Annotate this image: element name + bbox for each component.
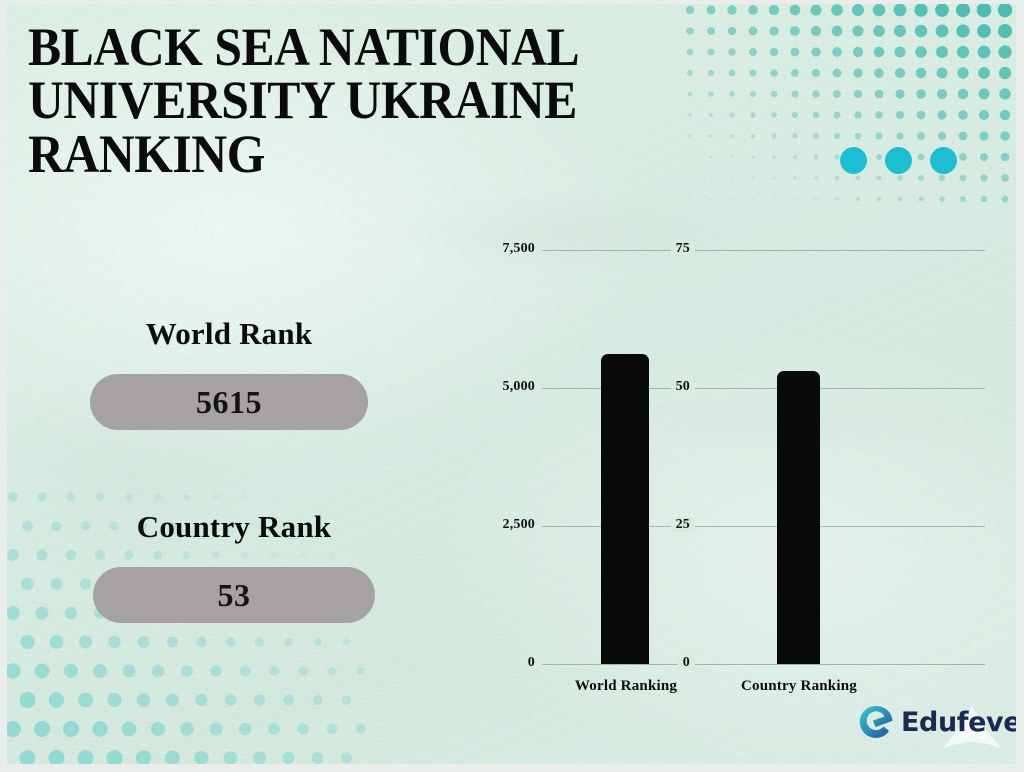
page-title: BLACK SEA NATIONAL UNIVERSITY UKRAINE RA… — [28, 17, 580, 184]
edufever-logo[interactable]: Edufever — [859, 704, 1016, 740]
chart-gridline — [542, 388, 985, 389]
country-rank-block: Country Rank 53 — [93, 509, 375, 623]
y-axis-tick-primary: 2,500 — [502, 517, 535, 532]
country-rank-label: Country Rank — [136, 509, 332, 544]
edufever-e-swirl-icon — [859, 705, 893, 738]
chart-category-label: World Ranking — [574, 678, 678, 694]
world-rank-block: World Rank 5615 — [90, 316, 368, 430]
world-rank-value-pill: 5615 — [90, 374, 368, 430]
edufever-logo-text: Edufever — [901, 706, 1016, 738]
chart-gridline — [542, 526, 985, 527]
chart-bar — [777, 371, 820, 664]
ranking-bar-chart: 0 0 2,500 25 5,000 50 7,500 75 World Ranking Coun… — [477, 232, 997, 702]
chart-bar — [601, 354, 649, 664]
accent-dot-1 — [840, 147, 867, 174]
chart-category-label: Country Ranking — [741, 678, 857, 694]
y-axis-tick-primary: 7,500 — [502, 241, 535, 256]
country-rank-value-pill: 53 — [93, 567, 375, 623]
chart-gridline — [542, 664, 985, 665]
y-axis-tick-secondary: 25 — [655, 517, 695, 532]
y-axis-tick-primary: 0 — [527, 655, 535, 670]
y-axis-tick-primary: 5,000 — [502, 379, 535, 394]
y-axis-tick-secondary: 50 — [655, 379, 695, 394]
accent-dot-2 — [885, 147, 912, 174]
halftone-dots-decoration — [686, 4, 1013, 203]
world-rank-label: World Rank — [145, 316, 313, 351]
accent-dot-3 — [930, 147, 957, 174]
chart-plot-area: 0 0 2,500 25 5,000 50 7,500 75 World Ranking Coun… — [477, 232, 997, 702]
y-axis-tick-secondary: 75 — [655, 241, 695, 256]
y-axis-tick-secondary: 0 — [655, 655, 695, 670]
chart-gridline — [542, 250, 985, 251]
accent-dots-decoration — [840, 147, 957, 174]
paper-background: BLACK SEA NATIONAL UNIVERSITY UKRAINE RA… — [7, 4, 1016, 764]
